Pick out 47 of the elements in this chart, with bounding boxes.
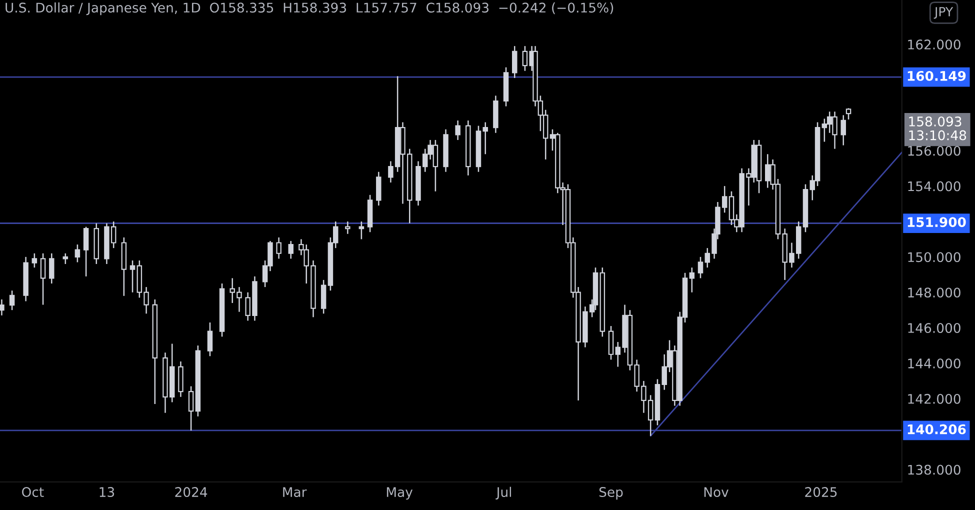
text: 158.093 13:10:48 bbox=[909, 116, 966, 140]
ref-line-label: 160.149 bbox=[908, 70, 966, 81]
y-tick-label: 142.000 bbox=[908, 394, 960, 404]
candlestick bbox=[207, 322, 213, 357]
x-tick-label: Mar bbox=[283, 487, 307, 498]
candlestick bbox=[689, 266, 695, 293]
x-tick-label: 2025 bbox=[805, 487, 837, 498]
y-tick-label: 162.000 bbox=[908, 40, 960, 50]
candlestick bbox=[846, 108, 852, 120]
candlestick bbox=[40, 252, 46, 306]
y-tick-label: 144.000 bbox=[908, 358, 960, 368]
candlestick bbox=[512, 45, 518, 79]
candlestick bbox=[608, 325, 614, 360]
candlestick bbox=[49, 252, 54, 284]
candlestick bbox=[455, 120, 460, 141]
text: JPY bbox=[934, 7, 954, 19]
y-tick-label: 150.000 bbox=[908, 252, 960, 262]
x-tick-label: 13 bbox=[100, 487, 114, 498]
ref-line-label: 151.900 bbox=[908, 217, 966, 228]
candlestick bbox=[188, 386, 194, 432]
chart-title: U.S. Dollar / Japanese Yen, 1D O158.335 H158.393 L157.757 C158.093 −0.242 (−0.15%) bbox=[6, 2, 614, 16]
candlestick bbox=[288, 240, 294, 260]
candlestick bbox=[345, 220, 350, 235]
candlestick bbox=[83, 226, 89, 278]
x-tick-label: 2024 bbox=[175, 487, 208, 498]
y-tick-label: 138.000 bbox=[908, 464, 960, 475]
x-tick-label: May bbox=[386, 487, 413, 500]
ref-line-label: 140.206 bbox=[908, 424, 966, 434]
candlestick bbox=[698, 256, 704, 279]
candlestick bbox=[320, 279, 326, 314]
x-tick-label: Sep bbox=[599, 487, 623, 500]
candlestick bbox=[358, 220, 364, 240]
y-tick-label: 148.000 bbox=[908, 288, 960, 298]
x-tick-label: Nov bbox=[704, 487, 728, 498]
candlestick bbox=[0, 298, 4, 316]
candlestick bbox=[9, 290, 15, 311]
x-tick-label: Oct bbox=[22, 487, 44, 498]
candlestick bbox=[130, 260, 136, 293]
x-tick-label: Jul bbox=[496, 486, 512, 500]
y-tick-label: 146.000 bbox=[908, 323, 960, 333]
candlestick bbox=[840, 114, 846, 146]
candlestick bbox=[276, 236, 282, 260]
y-tick-label: 156.000 bbox=[908, 146, 960, 156]
candlestick bbox=[32, 252, 38, 268]
y-tick-label: 154.000 bbox=[908, 181, 960, 192]
candlestick bbox=[376, 171, 382, 206]
candlestick bbox=[74, 244, 80, 263]
